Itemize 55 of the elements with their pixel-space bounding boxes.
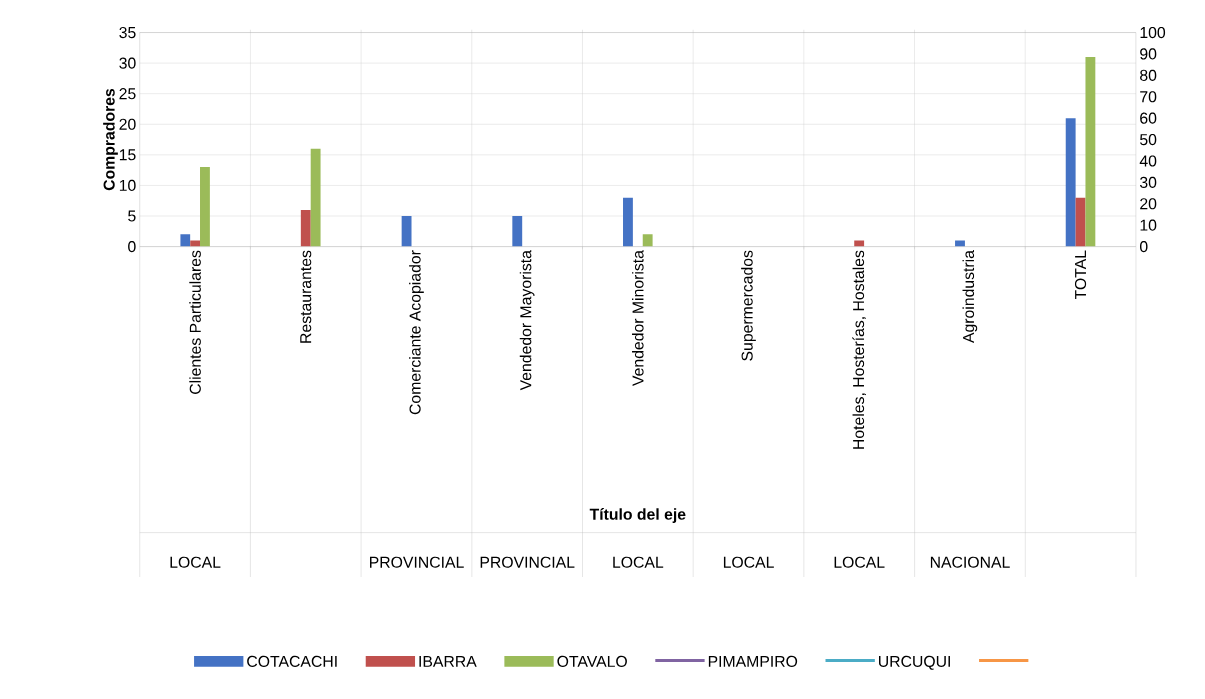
text: PROVINCIAL: [370, 556, 464, 568]
bar: [1075, 197, 1086, 247]
legend-label: OTAVALO: [557, 655, 627, 667]
bar: [623, 197, 633, 247]
bar: [401, 215, 412, 247]
legend-label: COTACACHI: [247, 655, 337, 667]
x-tick-label: Vendedor Minorista: [632, 249, 644, 386]
y-tick-label: 25: [119, 87, 136, 100]
legend-label: URCUQUI: [879, 655, 950, 670]
text: NACIONAL: [930, 556, 1010, 568]
text: LOCAL: [613, 556, 664, 568]
x-tick-label: Comerciante Acopiador: [409, 250, 424, 415]
bar: [854, 240, 865, 247]
y2-tick-label: 10: [1140, 219, 1157, 231]
bar: [300, 209, 311, 247]
y2-tick-label: 0: [1139, 240, 1148, 253]
x-tick-label: Clientes Particulares: [189, 250, 201, 394]
y2-tick-label: 100: [1140, 26, 1166, 38]
x-tick-label: Supermercados: [741, 250, 756, 361]
y2-tick-label: 50: [1140, 133, 1157, 145]
y2-tick-label: 60: [1140, 112, 1157, 124]
x-axis-title: Título del eje: [589, 507, 686, 523]
y2-tick-label: 90: [1140, 48, 1157, 60]
y-tick-label: 20: [119, 118, 136, 130]
legend-label: IBARRA: [419, 655, 477, 667]
bar: [1085, 56, 1096, 247]
bar: [512, 215, 523, 247]
y2-tick-label: 40: [1139, 155, 1157, 167]
bar: [1065, 118, 1076, 247]
y2-tick-label: 70: [1140, 91, 1157, 103]
y-tick-label: 10: [119, 179, 136, 191]
y2-tick-label: 30: [1139, 176, 1157, 188]
y-tick-label: 5: [128, 210, 136, 222]
bar: [190, 240, 201, 247]
legend-label: PIMAMPIRO: [708, 655, 798, 667]
y2-tick-label: 20: [1140, 198, 1157, 210]
x-tick-label: Agroindustria: [962, 249, 978, 343]
y-tick-label: 30: [119, 57, 136, 69]
bar: [310, 148, 321, 247]
text: LOCAL: [834, 556, 885, 568]
bar: [200, 166, 210, 247]
x-tick-label: Vendedor Mayorista: [519, 249, 535, 391]
bar: [955, 240, 965, 247]
x-tick-label: TOTAL: [1074, 250, 1087, 299]
bar: [642, 234, 653, 247]
y-tick-label: 0: [128, 240, 136, 253]
x-tick-label: Restaurantes: [300, 250, 312, 343]
text: PROVINCIAL: [480, 556, 575, 568]
y-tick-label: 15: [119, 149, 136, 161]
x-tick-label: Hoteles, Hosterías, Hostales: [852, 250, 866, 449]
text: LOCAL: [170, 556, 221, 568]
y-tick-label: 35: [119, 26, 136, 38]
y2-tick-label: 80: [1140, 69, 1157, 81]
text: LOCAL: [723, 556, 774, 568]
y-axis-title: Compradores: [103, 88, 118, 191]
